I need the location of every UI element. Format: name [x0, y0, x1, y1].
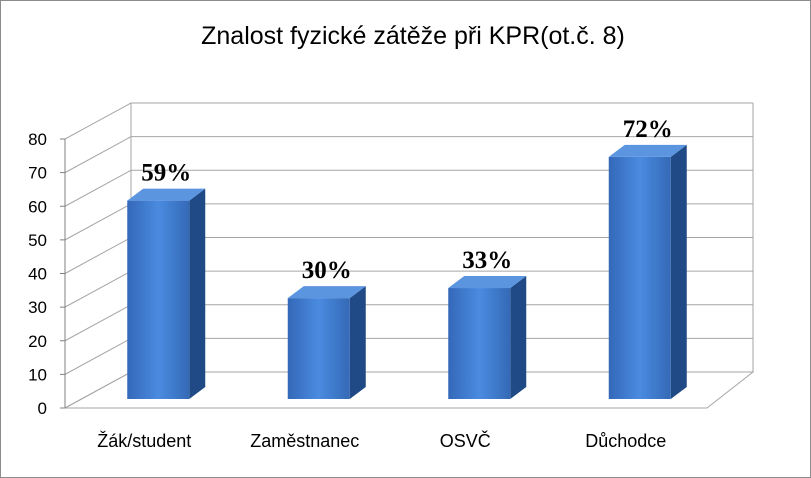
x-category-label: Žák/student — [97, 431, 191, 451]
data-label: 59% — [141, 160, 191, 187]
bar-top — [608, 144, 687, 157]
y-tick-label: 80 — [28, 130, 47, 149]
bar-front — [127, 200, 190, 399]
bar-top — [287, 286, 366, 299]
gridline-side — [64, 337, 132, 375]
bar-side — [189, 188, 206, 399]
y-tick-label: 60 — [28, 197, 47, 216]
y-tick-label: 20 — [28, 332, 47, 351]
y-tick-label: 30 — [28, 298, 47, 317]
y-tick-label: 70 — [28, 164, 47, 183]
bar-side — [349, 286, 366, 399]
gridline-side — [64, 304, 132, 342]
bar-front — [287, 298, 350, 399]
y-tick-label: 50 — [28, 231, 47, 250]
bar-front — [448, 288, 511, 399]
gridline-side — [64, 102, 132, 140]
gridline-side — [64, 169, 132, 207]
data-label: 72% — [623, 116, 673, 143]
bar-top — [127, 188, 206, 201]
bar-side — [670, 144, 687, 399]
bar-front — [608, 156, 671, 399]
data-label: 33% — [462, 247, 512, 274]
axes: 0 10 20 30 40 50 60 70 80 — [28, 130, 66, 418]
chart-title: Znalost fyzické zátěže při KPR(ot.č. 8) — [201, 22, 625, 50]
y-tick-label: 40 — [28, 265, 47, 284]
gridline-side — [64, 136, 132, 174]
gridline-side — [64, 270, 132, 308]
x-category-label: Důchodce — [585, 431, 666, 451]
bar-top — [448, 276, 527, 289]
gridline-side — [64, 237, 132, 274]
bar-side — [510, 276, 527, 399]
y-tick-label: 10 — [28, 365, 47, 384]
gridline-side — [64, 203, 132, 241]
data-label: 30% — [302, 257, 352, 284]
bar-3 — [448, 276, 527, 399]
x-category-label: OSVČ — [440, 430, 491, 451]
labels: 59% Žák/student 30% Zaměstnanec 33% OSVČ 72% Dů… — [97, 116, 673, 451]
bar-1 — [127, 188, 206, 399]
y-tick-label: 0 — [38, 399, 47, 418]
bar-4 — [608, 144, 687, 399]
bars — [127, 144, 687, 399]
bar-2 — [287, 286, 366, 399]
x-category-label: Zaměstnanec — [250, 431, 359, 451]
chart-floor — [64, 371, 755, 409]
